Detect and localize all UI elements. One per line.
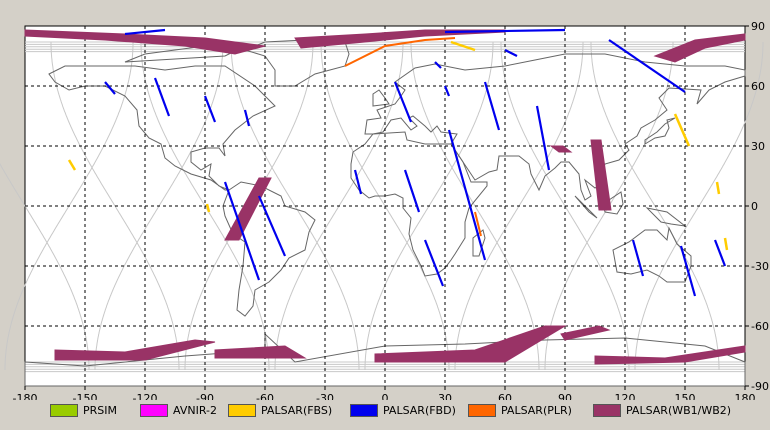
legend-swatch xyxy=(50,404,78,417)
coverage-map: -180 -150 -120 -90 -60 -30 0 30 60 90 120 150 180 90… xyxy=(0,20,769,400)
legend-item: PALSAR(PLR) xyxy=(468,404,572,417)
y-tick-label: 0 xyxy=(751,200,758,213)
legend-label: PRSIM xyxy=(83,404,117,417)
fbs-swath xyxy=(205,203,211,213)
coastline xyxy=(645,207,687,227)
coastline xyxy=(602,191,624,215)
x-tick-label: 60 xyxy=(498,392,512,400)
legend-item: PALSAR(WB1/WB2) xyxy=(593,404,731,417)
wb-swath xyxy=(54,339,216,361)
fbd-swath xyxy=(679,245,697,297)
y-tick-label: -60 xyxy=(751,320,769,333)
plr-swath xyxy=(344,37,456,67)
fbd-swath xyxy=(257,195,287,257)
y-tick-label: -30 xyxy=(751,260,769,273)
wb-swath xyxy=(374,325,567,363)
coastline xyxy=(48,65,276,191)
coastline xyxy=(372,89,390,107)
legend-swatch xyxy=(140,404,168,417)
x-tick-label: -30 xyxy=(316,392,334,400)
coastline xyxy=(222,181,316,317)
fbd-swath xyxy=(444,28,566,34)
coastline xyxy=(472,229,486,257)
fbs-swath xyxy=(715,181,721,195)
fbd-swath xyxy=(608,39,686,93)
fbd-swath xyxy=(713,239,727,267)
legend-swatch xyxy=(468,404,496,417)
wb-swath xyxy=(560,325,611,341)
y-axis-ticks: 90 60 30 0 -30 -60 -90 xyxy=(745,20,769,393)
wb-swath xyxy=(24,29,266,55)
fbd-swath xyxy=(447,129,487,261)
y-tick-label: -90 xyxy=(751,380,769,393)
legend-item: AVNIR-2 xyxy=(140,404,217,417)
y-tick-label: 60 xyxy=(751,80,765,93)
x-tick-label: -60 xyxy=(256,392,274,400)
fbs-swath xyxy=(673,113,691,147)
x-tick-label: -90 xyxy=(196,392,214,400)
legend-swatch xyxy=(593,404,621,417)
fbd-swath xyxy=(504,49,518,57)
legend-label: PALSAR(WB1/WB2) xyxy=(626,404,732,417)
x-tick-label: -120 xyxy=(133,392,158,400)
legend-item: PRSIM xyxy=(50,404,117,417)
coastline xyxy=(24,332,746,387)
coastline xyxy=(350,131,488,277)
wb-swath xyxy=(590,139,612,211)
fbd-swath xyxy=(535,105,551,171)
fbd-swath xyxy=(124,28,166,36)
grid-lines xyxy=(25,26,745,386)
legend-label: AVNIR-2 xyxy=(173,404,217,417)
coastline xyxy=(574,195,598,219)
legend-item: PALSAR(FBD) xyxy=(350,404,456,417)
fbs-swath xyxy=(450,40,476,52)
legend: PRSIM AVNIR-2 PALSAR(FBS) PALSAR(FBD) PALSAR… xyxy=(0,400,770,422)
wb-swath xyxy=(594,345,746,365)
fbd-swath xyxy=(443,85,451,97)
y-tick-label: 90 xyxy=(751,20,765,33)
legend-item: PALSAR(FBS) xyxy=(228,404,332,417)
fbd-swath xyxy=(423,239,445,287)
legend-label: PALSAR(PLR) xyxy=(501,404,572,417)
fbd-swath xyxy=(243,109,251,127)
coverage-swaths xyxy=(24,28,746,365)
x-tick-label: 150 xyxy=(675,392,696,400)
x-tick-label: -180 xyxy=(13,392,38,400)
x-axis-ticks: -180 -150 -120 -90 -60 -30 0 30 60 90 120 150 180 xyxy=(13,386,756,400)
fbd-swath xyxy=(434,61,442,69)
coastline xyxy=(612,226,692,283)
fbd-swath xyxy=(223,181,261,281)
fbs-swath xyxy=(67,159,77,171)
x-tick-label: 180 xyxy=(735,392,756,400)
fbd-swath xyxy=(483,81,501,131)
x-tick-label: 0 xyxy=(382,392,389,400)
x-tick-label: 90 xyxy=(558,392,572,400)
coastline xyxy=(644,117,676,145)
wb-swath xyxy=(224,177,272,241)
legend-swatch xyxy=(350,404,378,417)
x-tick-label: -150 xyxy=(73,392,98,400)
wb-swath xyxy=(653,33,746,63)
fbd-swath xyxy=(153,77,171,117)
legend-label: PALSAR(FBS) xyxy=(261,404,333,417)
fbd-swath xyxy=(203,95,217,123)
fbd-swath xyxy=(631,239,645,277)
fbd-swath xyxy=(393,81,413,123)
fbd-swath xyxy=(104,81,116,95)
fbd-swath xyxy=(353,169,363,195)
x-tick-label: 30 xyxy=(438,392,452,400)
fbd-swath xyxy=(403,169,421,213)
wb-swath xyxy=(214,345,307,359)
y-tick-label: 30 xyxy=(751,140,765,153)
wb-swath xyxy=(549,145,573,153)
x-tick-label: 120 xyxy=(615,392,636,400)
legend-swatch xyxy=(228,404,256,417)
legend-label: PALSAR(FBD) xyxy=(383,404,456,417)
fbs-swath xyxy=(723,237,729,251)
plr-swath xyxy=(474,211,482,237)
